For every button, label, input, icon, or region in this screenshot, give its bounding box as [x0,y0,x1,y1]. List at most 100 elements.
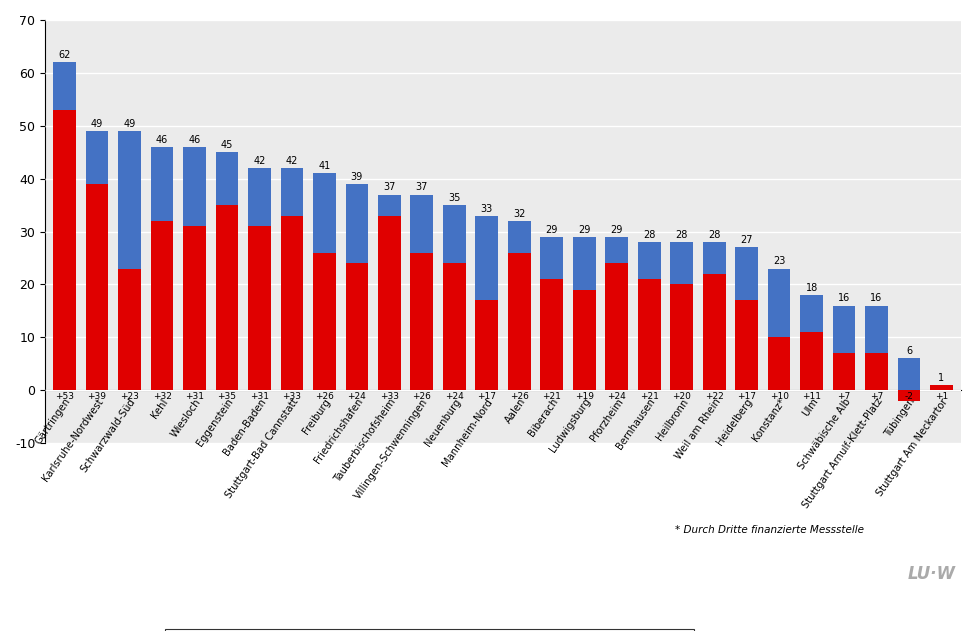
Text: 29: 29 [611,225,623,235]
Bar [86,184,108,390]
Text: +7: +7 [837,392,851,401]
Bar [475,300,498,390]
Bar [573,237,595,290]
Bar [768,338,791,390]
Text: 49: 49 [123,119,136,129]
Bar [541,237,563,279]
Bar [703,242,725,274]
Bar [378,216,401,390]
Text: 49: 49 [91,119,103,129]
Bar [280,168,304,216]
Bar [150,147,174,221]
Bar [411,252,433,390]
Text: 45: 45 [221,140,233,150]
Bar [86,131,108,184]
Text: +17: +17 [737,392,756,401]
Text: 18: 18 [805,283,818,293]
Bar [150,221,174,390]
Text: +26: +26 [315,392,334,401]
Text: 39: 39 [350,172,363,182]
Bar [638,242,661,279]
Text: +11: +11 [802,392,821,401]
Bar [671,242,693,285]
Text: +21: +21 [543,392,561,401]
Bar [54,62,76,110]
Bar [508,252,531,390]
Bar [800,295,823,332]
Bar [411,194,433,252]
Text: +23: +23 [120,392,139,401]
Text: 33: 33 [481,204,493,213]
Text: LU·W: LU·W [908,565,956,583]
Bar [475,216,498,300]
Text: +32: +32 [152,392,172,401]
Text: +21: +21 [639,392,659,401]
Text: +24: +24 [445,392,464,401]
Text: +31: +31 [250,392,269,401]
Text: 62: 62 [59,50,71,60]
Bar [833,353,855,390]
Bar [898,358,920,390]
Text: 32: 32 [513,209,525,219]
Bar [638,279,661,390]
Text: +24: +24 [607,392,626,401]
Text: 35: 35 [448,193,461,203]
Text: 41: 41 [318,162,331,171]
Bar [313,252,336,390]
Text: 42: 42 [286,156,298,166]
Bar [54,110,76,390]
Bar [216,205,238,390]
Bar [508,221,531,252]
Bar [248,168,270,227]
Text: 29: 29 [578,225,590,235]
Bar [118,269,141,390]
Bar [735,300,758,390]
Text: 28: 28 [643,230,656,240]
Text: +35: +35 [218,392,236,401]
Text: +53: +53 [55,392,74,401]
Text: 46: 46 [156,135,168,144]
Text: +10: +10 [770,392,789,401]
Text: 28: 28 [675,230,688,240]
Text: -2: -2 [905,392,914,401]
Text: 37: 37 [416,182,428,192]
Bar [183,227,206,390]
Text: 16: 16 [838,293,850,304]
Text: 27: 27 [741,235,752,245]
Text: +20: +20 [672,392,691,401]
Bar [443,205,466,263]
Bar [183,147,206,227]
Text: 29: 29 [546,225,558,235]
Text: 1: 1 [939,373,945,383]
Bar [605,237,629,263]
Text: +33: +33 [380,392,399,401]
Bar [605,263,629,390]
Text: +7: +7 [870,392,883,401]
Bar [703,274,725,390]
Bar [346,263,368,390]
Text: 42: 42 [253,156,265,166]
Legend: Ozon Anzahl Tage mit 8h > 120 µg/m³ 2022, Änderung 2022 zu 2021 in Tagen: Ozon Anzahl Tage mit 8h > 120 µg/m³ 2022… [165,629,694,631]
Bar [378,194,401,216]
Text: +26: +26 [509,392,529,401]
Text: +26: +26 [413,392,431,401]
Text: +19: +19 [575,392,593,401]
Bar [768,269,791,338]
Bar [865,353,888,390]
Text: 46: 46 [188,135,201,144]
Text: +24: +24 [347,392,366,401]
Bar [313,174,336,252]
Text: 37: 37 [384,182,395,192]
Text: +39: +39 [88,392,106,401]
Bar [248,227,270,390]
Text: 6: 6 [906,346,913,357]
Text: 16: 16 [871,293,882,304]
Bar [573,290,595,390]
Bar [443,263,466,390]
Text: 28: 28 [708,230,720,240]
Bar [216,152,238,205]
Bar [280,216,304,390]
Bar [865,305,888,353]
Text: +22: +22 [705,392,723,401]
Text: +33: +33 [282,392,302,401]
